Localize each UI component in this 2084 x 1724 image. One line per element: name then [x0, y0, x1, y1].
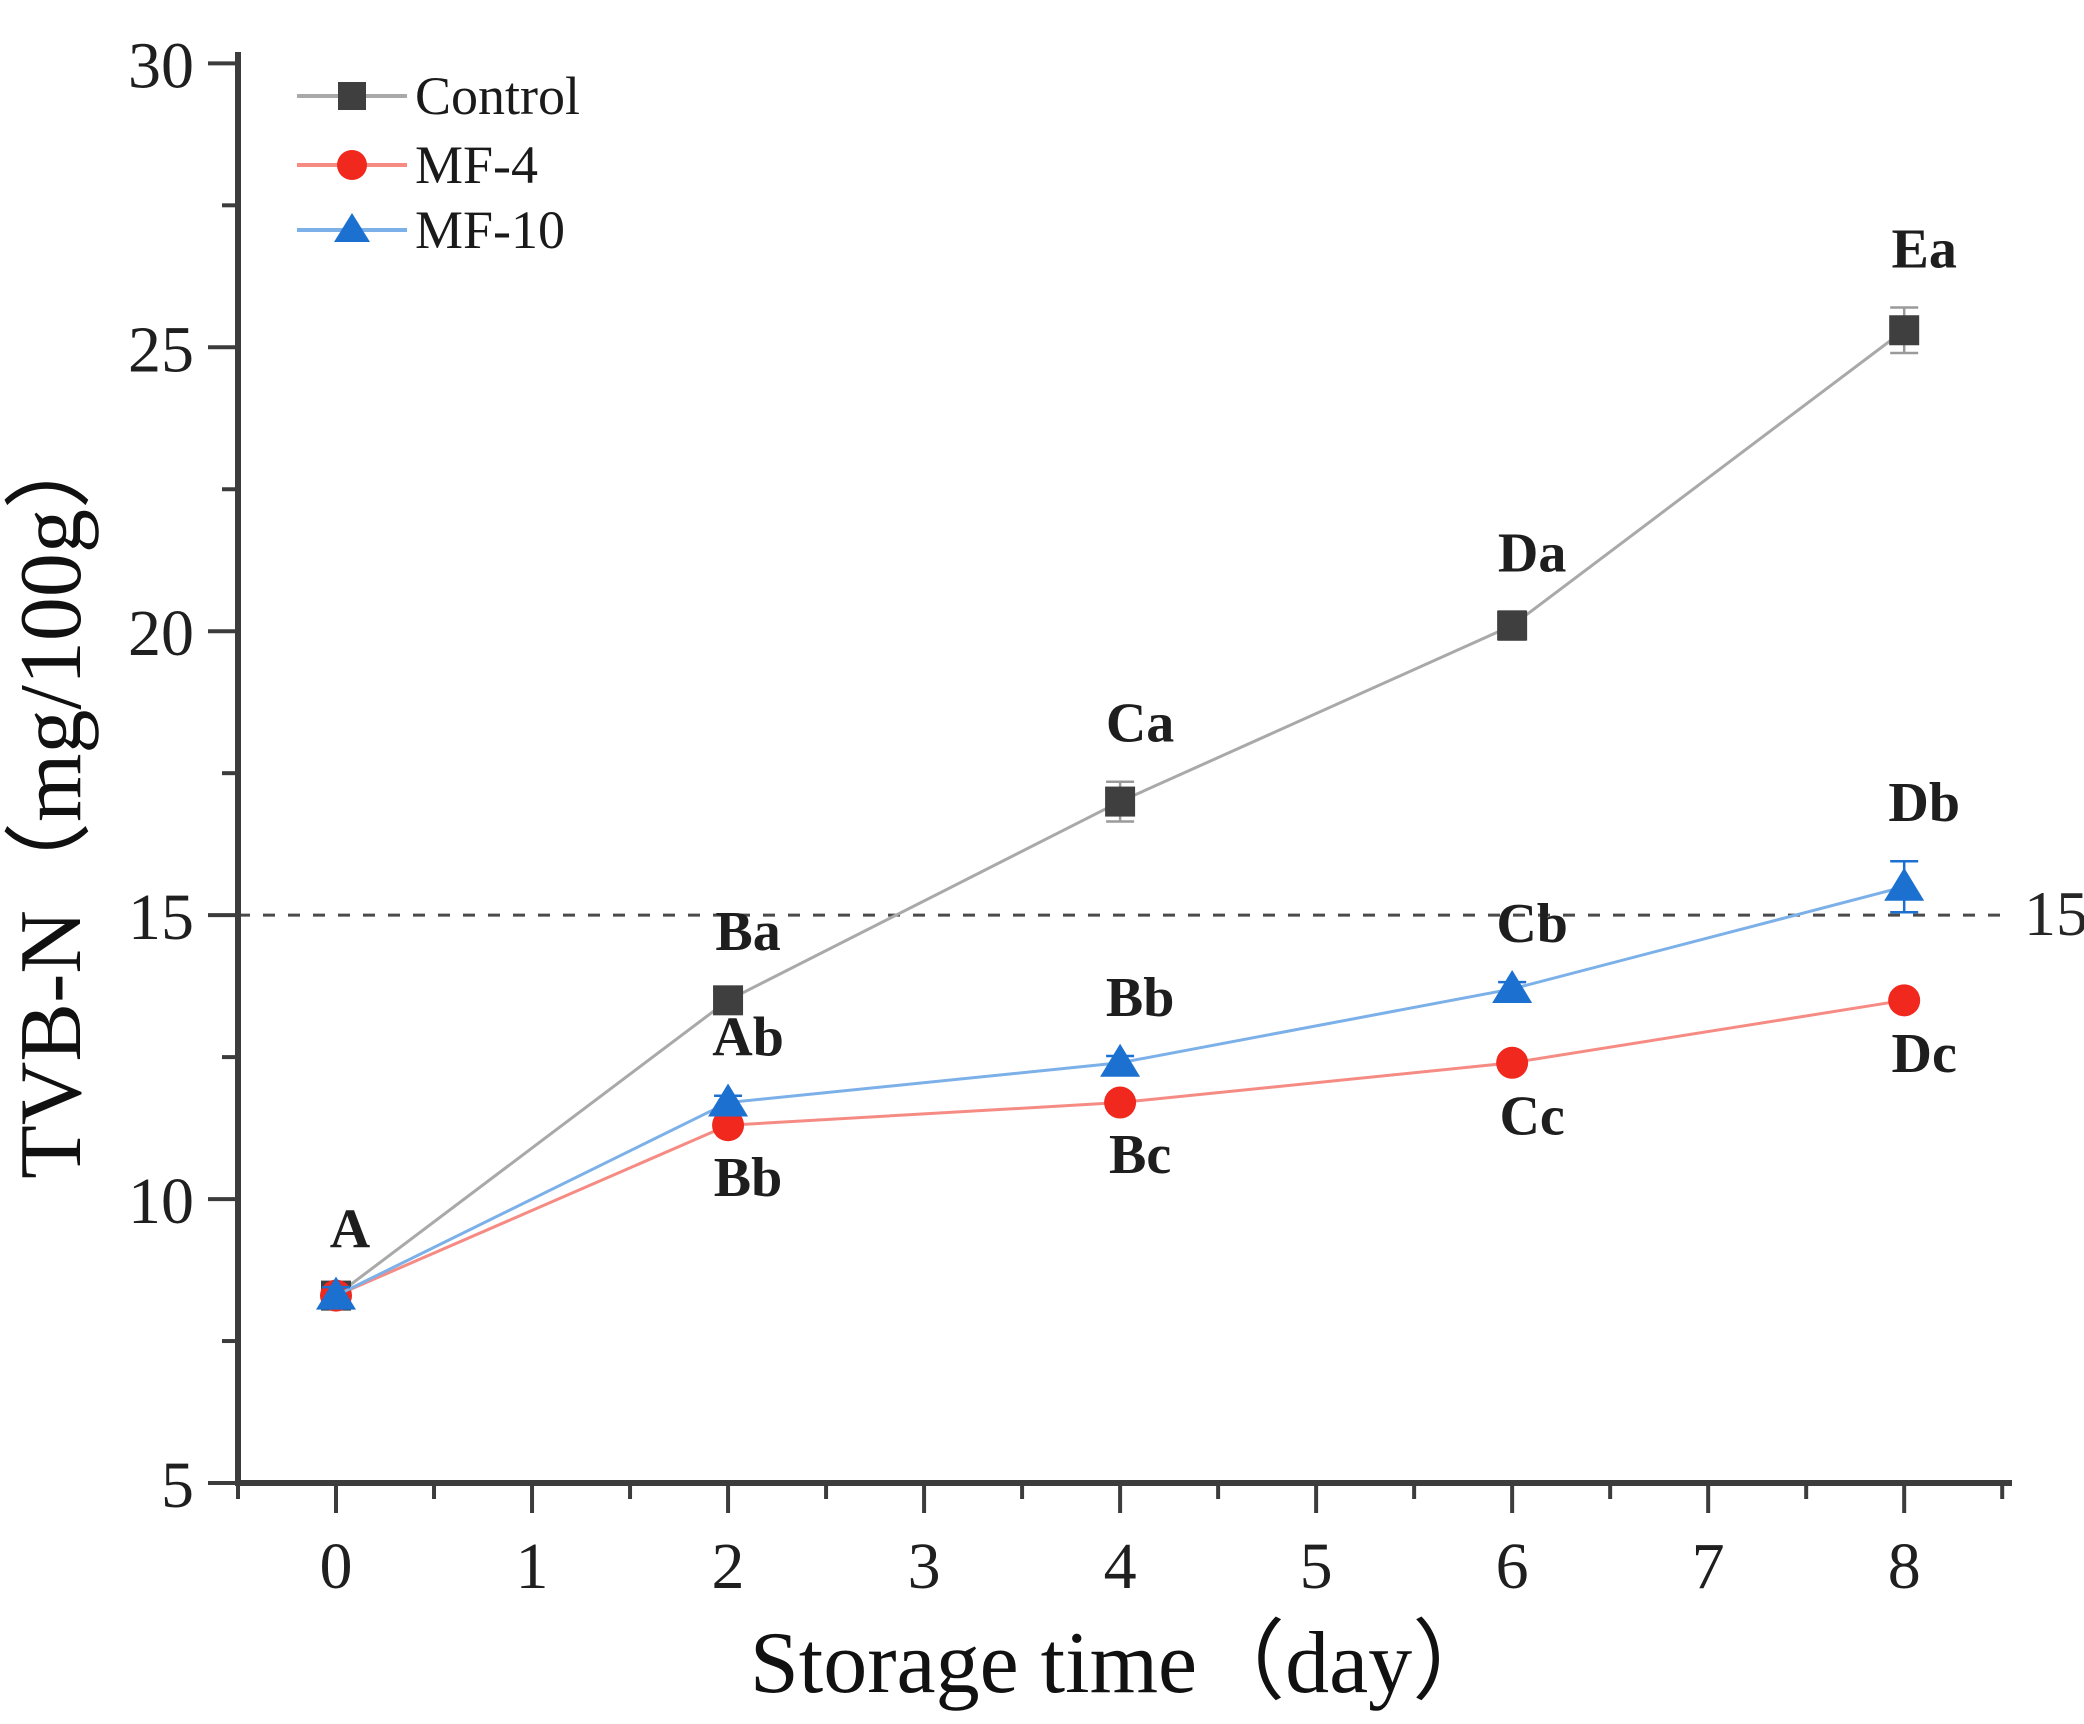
point-label-a: A: [330, 1199, 371, 1261]
point-label: Db: [1888, 772, 1960, 834]
point-label: Ab: [712, 1007, 784, 1069]
legend: Control MF-4MF-10: [297, 66, 580, 260]
point-label: Bc: [1109, 1124, 1171, 1186]
point-label: Da: [1498, 522, 1566, 584]
point-label: Bb: [714, 1147, 783, 1209]
y-tick-label: 10: [128, 1165, 194, 1238]
series-mf-4-marker: [1104, 1086, 1137, 1119]
series-mf-4-marker: [712, 1109, 745, 1142]
point-label: Ba: [715, 901, 780, 963]
y-tick-label: 30: [128, 29, 194, 102]
y-tick-label: 15: [128, 881, 194, 954]
point-label: Cc: [1499, 1086, 1564, 1148]
series-control-marker: [713, 985, 744, 1016]
series-control-marker: [1889, 315, 1920, 346]
x-tick-label: 4: [1104, 1530, 1137, 1603]
legend-label-mf-4: MF-4: [415, 135, 538, 195]
y-tick-label: 25: [128, 313, 194, 386]
x-tick-label: 5: [1300, 1530, 1333, 1603]
series-control-marker: [1497, 610, 1528, 641]
series-mf-10-marker: [1884, 867, 1925, 901]
legend-marker-mf-10: [334, 213, 370, 242]
point-label: Cb: [1496, 893, 1568, 955]
series-mf-10-marker: [708, 1083, 749, 1117]
series-control-marker: [1105, 786, 1136, 817]
x-tick-label: 6: [1496, 1530, 1529, 1603]
x-tick-label: 2: [712, 1530, 745, 1603]
legend-marker-mf-4: [337, 150, 367, 180]
point-label: Ca: [1106, 693, 1174, 755]
y-axis-title: TVB-N（mg/100g）: [3, 421, 100, 1179]
legend-label-control: Control: [415, 66, 580, 126]
series-mf-4-marker: [1888, 984, 1921, 1017]
x-tick-label: 1: [516, 1530, 549, 1603]
reference-line-label: 15: [2024, 878, 2084, 949]
x-tick-label: 0: [320, 1530, 353, 1603]
point-label: Ea: [1892, 219, 1957, 281]
series-mf-10-marker: [1100, 1043, 1141, 1077]
series-mf-4-marker: [1496, 1046, 1529, 1079]
point-label: Dc: [1892, 1023, 1957, 1085]
x-tick-label: 7: [1692, 1530, 1725, 1603]
legend-marker-control: [338, 82, 366, 110]
y-tick-label: 5: [161, 1449, 194, 1522]
series-mf-10-marker: [316, 1276, 357, 1310]
x-tick-label: 3: [908, 1530, 941, 1603]
x-tick-label: 8: [1888, 1530, 1921, 1603]
x-axis-title: Storage time（day）: [750, 1615, 1500, 1712]
y-tick-label: 20: [128, 597, 194, 670]
legend-label-mf-10: MF-10: [415, 200, 565, 260]
point-label: Bb: [1106, 967, 1175, 1029]
series-mf-10-marker: [1492, 969, 1533, 1003]
